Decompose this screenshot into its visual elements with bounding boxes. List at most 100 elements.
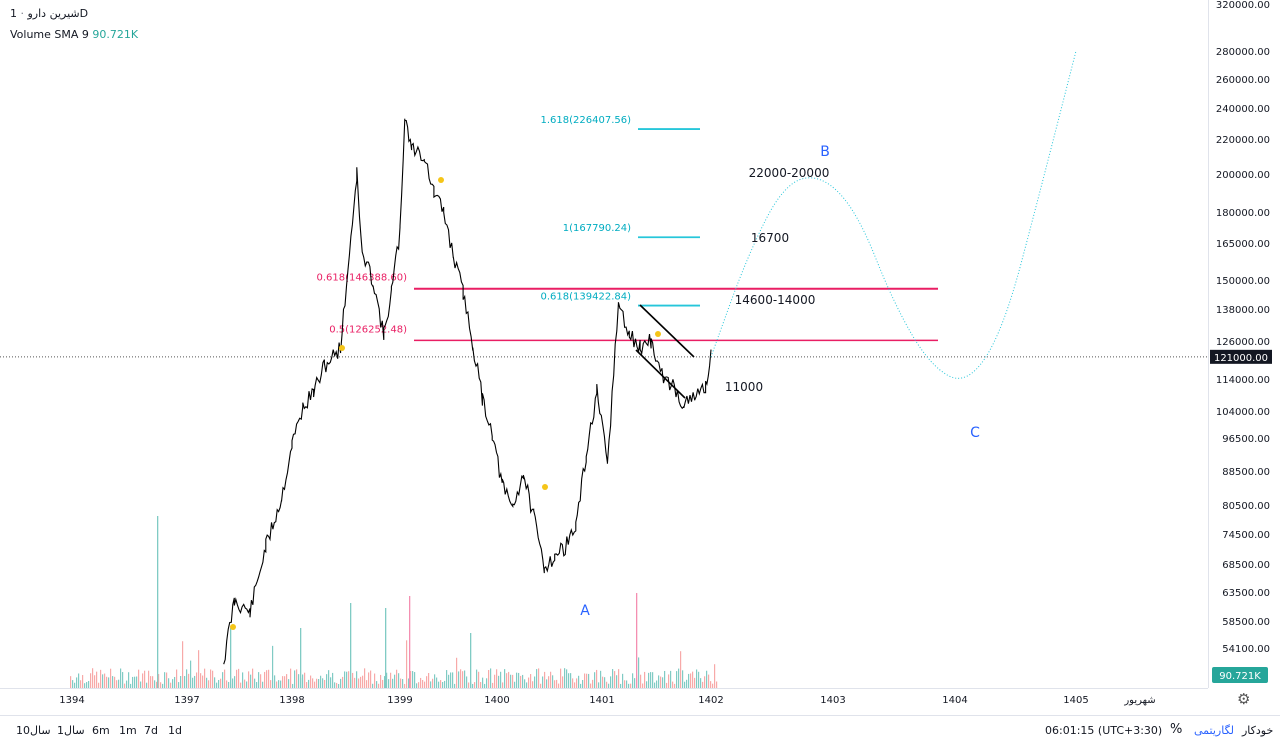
volume-bar [510,674,512,688]
volume-bar [72,680,74,688]
volume-bar [574,682,576,688]
volume-bar [268,669,270,688]
volume-bar [452,672,454,688]
volume-bar [302,674,304,688]
volume-bar [436,677,438,688]
volume-bar [716,681,718,688]
volume-bar [204,668,206,688]
volume-bar [450,672,452,688]
volume-bar [128,672,130,688]
price-tick-label: 320000.00 [1216,0,1270,11]
annotations: 22000-20000 16700 14600-14000 11000 A B C [580,144,980,619]
volume-bar [534,676,536,688]
volume-bar [306,682,308,688]
volume-bar [638,657,640,688]
price-tick-label: 260000.00 [1216,75,1270,86]
volume-bar [368,672,370,688]
volume-bar [428,673,430,688]
volume-bar [338,683,340,688]
volume-histogram [70,516,718,688]
volume-bar [310,675,312,688]
volume-bar [340,678,342,688]
volume-bar [710,681,712,688]
volume-bar [686,679,688,688]
range-1d-button[interactable]: 1d [168,724,182,737]
volume-bar [158,674,160,688]
volume-bar [326,674,328,688]
volume-bar [648,672,650,688]
volume-bar [70,676,72,688]
volume-bar [136,676,138,688]
price-tick-label: 165000.00 [1216,239,1270,250]
volume-bar [446,670,448,688]
volume-bar [222,672,224,688]
price-tick-label: 280000.00 [1216,47,1270,58]
volume-bar [312,678,314,688]
volume-bar [142,673,144,688]
range-10y-button[interactable]: 10سال [16,724,51,737]
volume-bar [330,677,332,688]
volume-bar [536,669,538,688]
volume-bar [608,683,610,688]
volume-bar [292,683,294,688]
volume-bar [704,676,706,688]
volume-bar [288,679,290,688]
volume-bar [400,678,402,688]
volume-bar [114,676,116,688]
auto-toggle[interactable]: خودکار [1242,724,1274,737]
volume-bar [192,677,194,688]
volume-bar [174,676,176,688]
volume-bar [356,671,358,688]
price-tick-label: 88500.00 [1222,467,1270,478]
volume-bar [614,671,616,688]
log-toggle[interactable]: لگاریتمی [1194,724,1234,737]
volume-bar [362,675,364,688]
volume-bar [322,678,324,688]
volume-bar [490,668,492,688]
volume-bar [232,678,234,688]
volume-bar [198,650,200,688]
volume-bar [552,675,554,688]
range-1y-button[interactable]: 1سال [57,724,85,737]
volume-bar [378,683,380,688]
percent-toggle[interactable]: % [1170,722,1183,737]
volume-bar [130,683,132,688]
volume-bar [576,678,578,688]
volume-bar [542,676,544,688]
fib-extension-right: 1.618(226407.56) 1(167790.24) 0.618(139422… [540,115,700,307]
range-7d-button[interactable]: 7d [144,724,158,737]
volume-bar [94,675,96,688]
volume-bar [92,668,94,688]
volume-bar [466,676,468,688]
range-6m-button[interactable]: 6m [92,724,110,737]
volume-bar [334,682,336,688]
volume-bar [628,683,630,688]
range-1m-button[interactable]: 1m [119,724,137,737]
volume-bar [522,674,524,688]
signal-dot [542,484,548,490]
volume-bar [498,675,500,688]
volume-bar [526,682,528,688]
time-scale-area[interactable] [0,688,1208,715]
time-tick-label: 1399 [387,695,412,706]
volume-bar [104,673,106,688]
volume-bar [606,681,608,688]
channel-lower-line[interactable] [635,349,686,399]
volume-bar [316,678,318,688]
time-tick-label: 1400 [484,695,509,706]
volume-bar [550,671,552,688]
volume-bar [154,680,156,688]
volume-bar [644,671,646,688]
volume-bar [660,676,662,688]
volume-bar [616,675,618,688]
channel-upper-line[interactable] [639,304,695,358]
price-scale-area[interactable] [1208,0,1280,688]
volume-bar [260,674,262,688]
volume-bar [484,683,486,688]
wave-label: C [970,425,980,441]
volume-bar [240,682,242,688]
volume-bar [532,681,534,688]
volume-bar [76,677,78,688]
gear-icon[interactable]: ⚙ [1237,690,1251,708]
